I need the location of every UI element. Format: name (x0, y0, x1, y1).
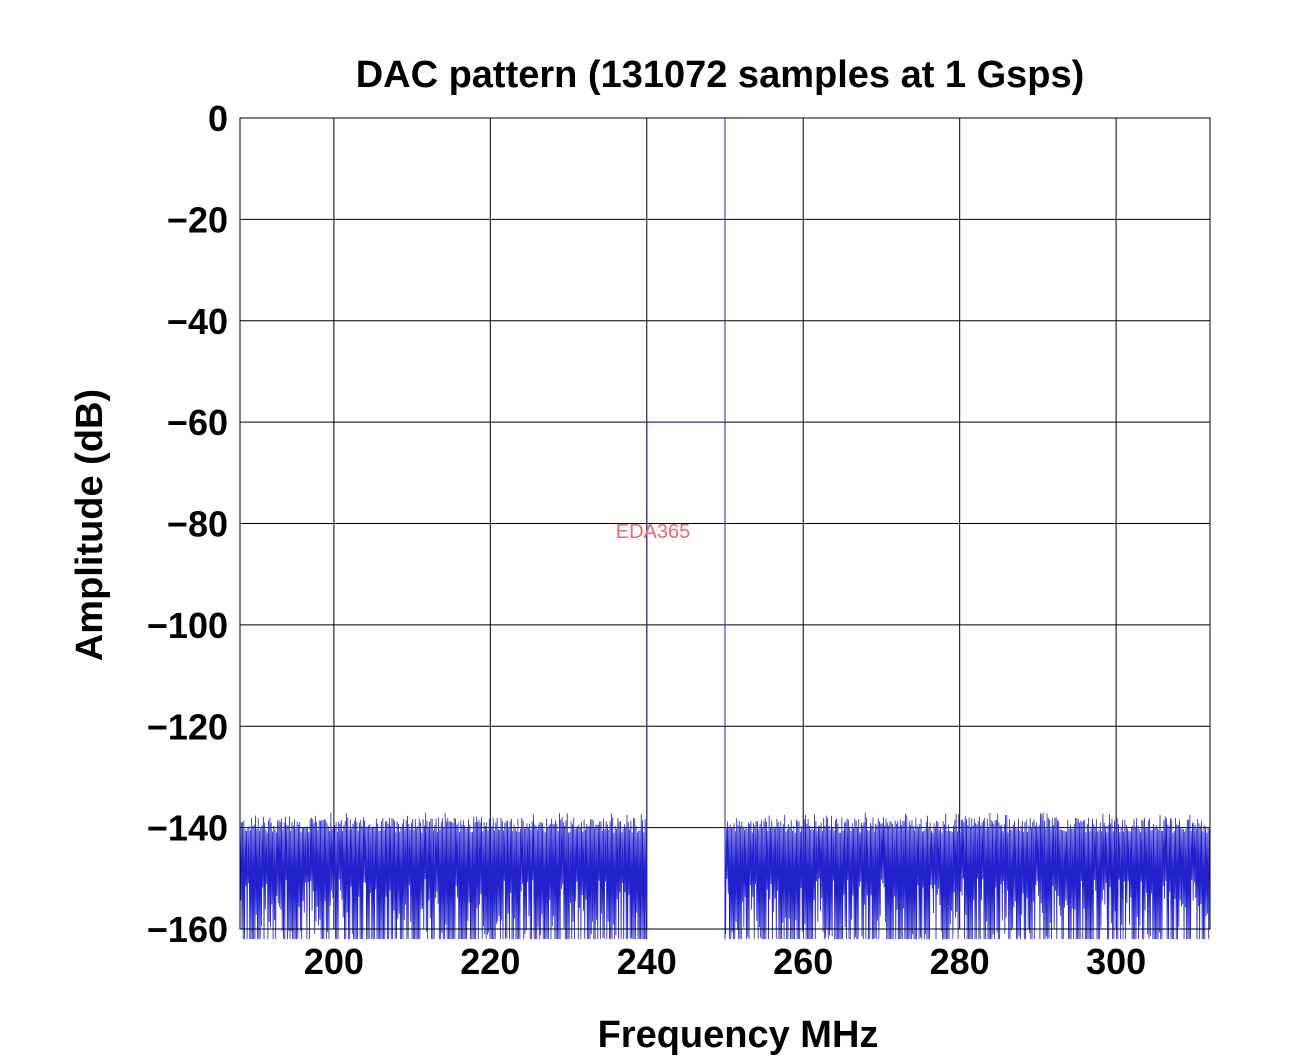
y-tick-label: 0 (208, 98, 228, 139)
y-tick-label: −80 (167, 504, 228, 545)
x-tick-label: 300 (1086, 941, 1146, 982)
y-tick-label: −160 (147, 909, 228, 950)
x-tick-label: 220 (460, 941, 520, 982)
watermark-text: EDA365 (616, 521, 691, 543)
y-axis-label: Amplitude (dB) (69, 389, 111, 661)
chart-title: DAC pattern (131072 samples at 1 Gsps) (356, 54, 1085, 96)
x-axis: 200 220 240 260 280 300 (304, 941, 1146, 982)
y-tick-label: −20 (167, 199, 228, 240)
noise-floor-trace (239, 812, 647, 940)
y-tick-label: −100 (147, 605, 228, 646)
x-tick-label: 260 (773, 941, 833, 982)
x-axis-label: Frequency MHz (598, 1014, 879, 1056)
y-axis: 0 −20 −40 −60 −80 −100 −120 −140 −160 (147, 98, 228, 950)
x-tick-label: 200 (304, 941, 364, 982)
x-tick-label: 280 (930, 941, 990, 982)
y-tick-label: −40 (167, 301, 228, 342)
plot-frame (239, 117, 1211, 930)
y-tick-label: −60 (167, 402, 228, 443)
x-tick-label: 240 (617, 941, 677, 982)
y-tick-label: −120 (147, 706, 228, 747)
noise-floor-trace (724, 812, 1210, 940)
series-spectrum (239, 118, 1210, 940)
y-tick-label: −140 (147, 808, 228, 849)
tone-band-trace (646, 118, 726, 940)
